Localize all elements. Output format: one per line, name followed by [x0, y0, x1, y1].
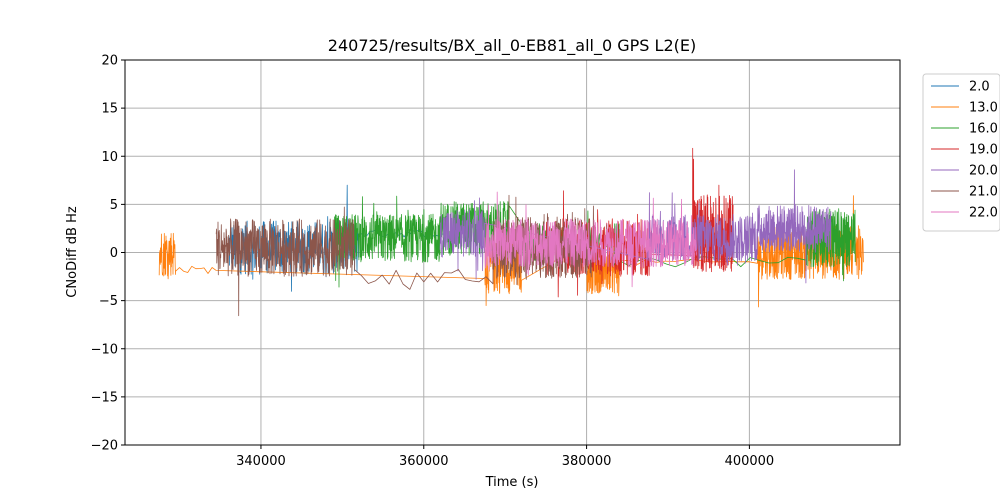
series-line-22-0 — [484, 191, 697, 288]
y-tick-label: −20 — [91, 439, 118, 454]
legend-label: 2.0 — [969, 80, 990, 95]
legend-label: 20.0 — [969, 164, 998, 179]
y-axis: −20 −15 −10 −5 0 5 10 15 20 — [91, 54, 125, 454]
x-axis-label: Time (s) — [485, 475, 539, 490]
series-line-13-0 — [158, 195, 864, 308]
series-group — [158, 147, 864, 317]
y-tick-label: 0 — [110, 246, 118, 261]
series-line-21-0 — [215, 194, 596, 317]
legend-box — [922, 73, 1000, 232]
legend-label: 22.0 — [969, 206, 998, 221]
y-tick-label: 5 — [110, 198, 118, 213]
legend: 2.0 13.0 16.0 19.0 20.0 21.0 22.0 — [922, 73, 1000, 232]
x-axis: 340000 360000 380000 400000 — [236, 445, 774, 469]
x-tick-label: 380000 — [562, 454, 612, 469]
y-tick-label: −15 — [91, 390, 118, 405]
y-tick-label: 10 — [101, 150, 118, 165]
y-tick-label: 15 — [101, 102, 118, 117]
y-axis-label: CNoDiff dB Hz — [65, 206, 80, 298]
legend-label: 16.0 — [969, 122, 998, 137]
x-tick-label: 360000 — [399, 454, 449, 469]
y-tick-label: −10 — [91, 342, 118, 357]
legend-label: 21.0 — [969, 185, 998, 200]
y-tick-label: −5 — [99, 294, 118, 309]
x-tick-label: 340000 — [236, 454, 286, 469]
legend-label: 19.0 — [969, 143, 998, 158]
x-tick-label: 400000 — [725, 454, 775, 469]
legend-label: 13.0 — [969, 101, 998, 116]
chart-title: 240725/results/BX_all_0-EB81_all_0 GPS L… — [328, 36, 696, 56]
y-tick-label: 20 — [101, 54, 118, 69]
series-line-20-0 — [439, 169, 832, 284]
